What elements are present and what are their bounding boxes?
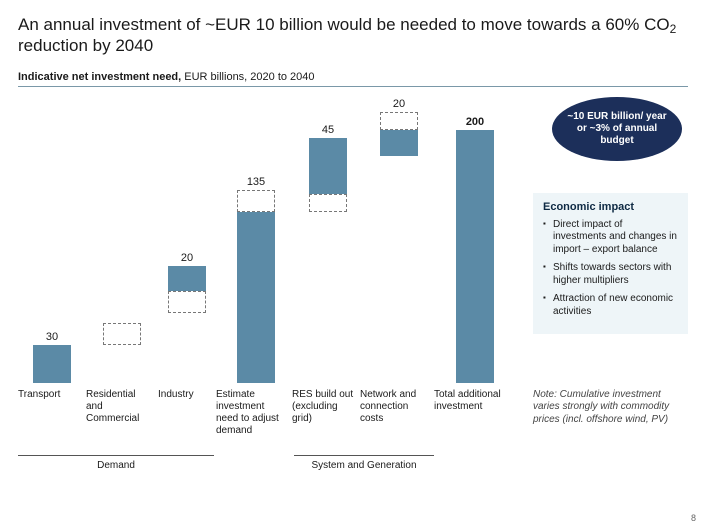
category-label-industry: Industry [158, 389, 216, 437]
bar-label: 30 [46, 331, 58, 343]
economic-impact-title: Economic impact [543, 201, 678, 213]
economic-impact-box: Economic impact Direct impact of investm… [533, 193, 688, 335]
bar-label: 45 [322, 124, 334, 136]
bar [33, 345, 71, 383]
callout-badge: ~10 EUR billion/ year or ~3% of annual b… [552, 97, 682, 161]
bar [380, 130, 418, 155]
economic-impact-bullet: Shifts towards sectors with higher multi… [543, 262, 678, 287]
group-label: System and Generation [294, 460, 434, 471]
group-row: Demand System and Generation [18, 455, 528, 485]
subtitle-rest: EUR billions, 2020 to 2040 [181, 71, 314, 83]
side-panel: ~10 EUR billion/ year or ~3% of annual b… [533, 93, 688, 383]
dash-connector [103, 323, 141, 345]
dash-connector [380, 112, 418, 130]
bar-label: 20 [393, 98, 405, 110]
chart-column-total: 200 [445, 116, 505, 382]
dash-connector [237, 190, 275, 212]
dash-connector [309, 194, 347, 212]
economic-impact-bullet: Direct impact of investments and changes… [543, 219, 678, 257]
category-label-res_buildout: RES build out (excluding grid) [292, 389, 360, 437]
dash-connector [168, 291, 206, 313]
bar [168, 266, 206, 291]
bar [237, 212, 275, 382]
category-label-network: Network and connection costs [360, 389, 434, 437]
category-label-transport: Transport [18, 389, 86, 437]
category-label-total: Total additional investment [434, 389, 512, 437]
bar [456, 130, 494, 382]
bar-label: 200 [466, 116, 484, 128]
chart-column-transport: 30 [22, 331, 82, 383]
category-label-estimate: Estimate investment need to adjust deman… [216, 389, 292, 437]
category-row: TransportResidential and CommercialIndus… [18, 389, 688, 437]
chart-column-residential [92, 323, 152, 383]
chart-area: 30 20 135 45 20 200 ~10 EUR billion/ year or … [18, 93, 688, 383]
waterfall-chart: 30 20 135 45 20 200 [18, 93, 528, 383]
bar [309, 138, 347, 195]
group-demand: Demand [18, 455, 214, 471]
economic-impact-list: Direct impact of investments and changes… [543, 219, 678, 319]
subtitle: Indicative net investment need, EUR bill… [18, 71, 688, 87]
economic-impact-bullet: Attraction of new economic activities [543, 293, 678, 318]
chart-column-res_buildout: 45 [298, 124, 358, 383]
slide: An annual investment of ~EUR 10 billion … [0, 0, 706, 529]
chart-column-estimate: 135 [226, 176, 286, 382]
group-system-and-generation: System and Generation [294, 455, 434, 471]
page-number: 8 [691, 513, 696, 523]
chart-column-network: 20 [369, 98, 429, 382]
bar-label: 135 [247, 176, 265, 188]
footnote: Note: Cumulative investment varies stron… [533, 389, 688, 437]
category-label-residential: Residential and Commercial [86, 389, 158, 437]
bar-label: 20 [181, 252, 193, 264]
subtitle-bold: Indicative net investment need, [18, 71, 181, 83]
group-label: Demand [18, 460, 214, 471]
chart-column-industry: 20 [157, 252, 217, 383]
page-title: An annual investment of ~EUR 10 billion … [18, 14, 688, 57]
